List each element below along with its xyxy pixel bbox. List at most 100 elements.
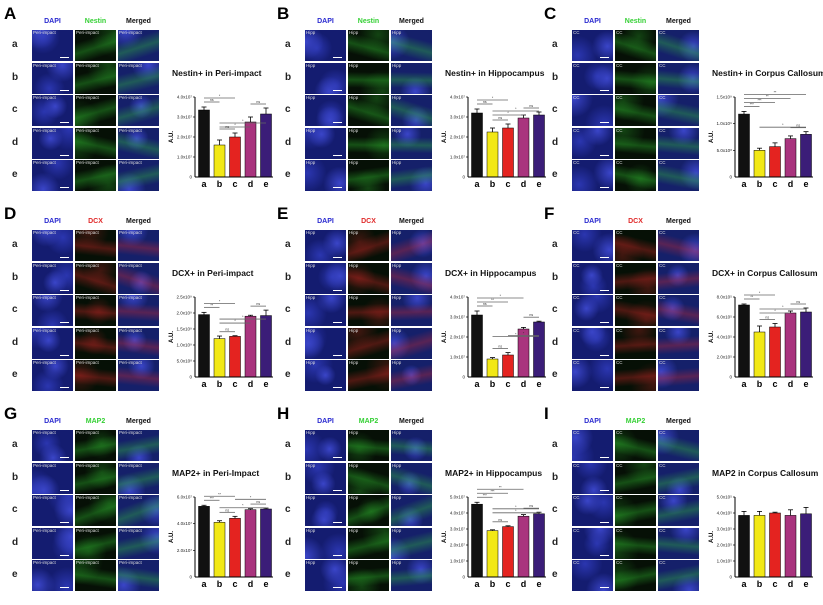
y-axis-label: A.U. — [169, 331, 175, 343]
region-tag: CC — [616, 360, 623, 365]
scale-bar — [60, 354, 69, 356]
scale-bar — [600, 457, 609, 458]
region-tag: Hipp — [306, 30, 316, 35]
micrograph-dcx: Hipp — [348, 230, 389, 261]
scale-bar — [60, 154, 69, 156]
column-header-dapi: DAPI — [44, 218, 61, 225]
micrograph-merged: CC — [658, 527, 699, 559]
row-label: a — [12, 239, 18, 250]
y-axis-label: A.U. — [709, 331, 715, 343]
micrograph-dcx: Hipp — [348, 360, 389, 391]
chart-title: Nestin+ in Peri-impact — [172, 68, 262, 78]
micrograph-dapi: Peri-impact — [32, 62, 73, 94]
row-label: e — [285, 169, 291, 180]
row-label: d — [552, 136, 559, 148]
micrograph-nestin: Peri-impact — [75, 160, 116, 191]
region-tag: Peri-impact — [119, 495, 142, 500]
region-tag: Peri-impact — [76, 262, 99, 268]
region-tag: Peri-impact — [33, 462, 56, 468]
row-label: c — [285, 104, 291, 115]
micrograph-dapi: CC — [572, 62, 613, 94]
chart-title: DCX+ in Hippocampus — [445, 268, 537, 278]
region-tag: CC — [616, 430, 623, 435]
micrograph-dapi: Hipp — [305, 262, 346, 294]
region-tag: Peri-impact — [76, 230, 99, 235]
bar-b — [753, 331, 766, 378]
micrograph-merged: CC — [658, 295, 699, 326]
micrograph-map2: Peri-impact — [75, 462, 116, 494]
region-tag: Peri-impact — [33, 560, 56, 565]
x-tick-label: a — [741, 179, 747, 189]
region-tag: Hipp — [306, 462, 316, 468]
region-tag: Peri-impact — [76, 560, 99, 565]
micrograph-dcx: Hipp — [348, 295, 389, 326]
panel-a: A DAPI Nestin Merged a Peri-impact Peri-impact… — [0, 0, 273, 200]
region-tag: CC — [573, 360, 580, 365]
micrograph-dcx: CC — [615, 230, 656, 261]
micrograph-merged: Hipp — [391, 495, 432, 526]
y-tick-label: 3.0x10⁷ — [450, 315, 466, 320]
significance-label: ns — [796, 124, 800, 128]
row-label: e — [285, 569, 291, 580]
x-tick-label: c — [772, 179, 777, 189]
bar-e — [260, 315, 272, 378]
column-header-dapi: DAPI — [317, 218, 334, 225]
region-tag: Peri-impact — [76, 30, 99, 35]
micrograph-dapi: CC — [572, 360, 613, 391]
panel-h: H DAPI MAP2 Merged a Hipp Hipp Hipp b Hipp Hipp Hip… — [273, 400, 546, 600]
region-tag: Hipp — [392, 95, 402, 100]
significance-label: * — [515, 107, 517, 111]
micrograph-merged: Peri-impact — [118, 62, 159, 94]
micrograph-dcx: CC — [615, 262, 656, 294]
y-tick-label: 4.0x10⁷ — [450, 511, 466, 516]
region-tag: Peri-impact — [76, 430, 99, 435]
region-tag: Hipp — [349, 327, 359, 333]
x-tick-label: d — [521, 179, 527, 189]
region-tag: CC — [573, 527, 580, 533]
micrograph-merged: CC — [658, 95, 699, 126]
x-tick-label: c — [772, 579, 777, 589]
micrograph-dapi: CC — [572, 560, 613, 591]
region-tag: CC — [659, 327, 666, 333]
row-label: b — [285, 471, 292, 483]
y-tick-label: 4.0x10⁷ — [177, 521, 193, 526]
significance-label: * — [782, 123, 784, 127]
significance-label: ns — [483, 100, 487, 104]
x-tick-label: b — [757, 579, 763, 589]
micrograph-dapi: CC — [572, 30, 613, 61]
region-tag: CC — [616, 160, 623, 165]
panel-i: I DAPI MAP2 Merged a CC CC CC b CC CC CC c CC CC CC d CC C… — [540, 400, 818, 600]
y-tick-label: 1.0x10⁹ — [177, 343, 193, 348]
scale-bar — [60, 587, 69, 588]
x-tick-label: b — [490, 179, 496, 189]
region-tag: CC — [659, 462, 666, 468]
scale-bar — [60, 322, 69, 323]
scale-bar — [600, 587, 609, 588]
column-header-dapi: DAPI — [317, 418, 334, 425]
region-tag: Hipp — [349, 230, 359, 235]
micrograph-dapi: Hipp — [305, 30, 346, 61]
micrograph-merged: CC — [658, 327, 699, 359]
micrograph-merged: Hipp — [391, 95, 432, 126]
y-axis-label: A.U. — [169, 531, 175, 543]
region-tag: CC — [659, 495, 666, 500]
bar-chart: 1.0x10⁷ 2.0x10⁷ 3.0x10⁷ 4.0x10⁷ 0 A.U. a b c d e ns… — [442, 294, 546, 389]
x-tick-label: d — [248, 179, 254, 189]
y-axis-label: A.U. — [169, 131, 175, 143]
micrograph-map2: CC — [615, 527, 656, 559]
micrograph-merged: Hipp — [391, 160, 432, 191]
region-tag: CC — [659, 560, 666, 565]
scale-bar — [333, 89, 342, 91]
region-tag: CC — [659, 160, 666, 165]
column-header-merged: Merged — [126, 18, 151, 25]
micrograph-dapi: Hipp — [305, 230, 346, 261]
x-tick-label: b — [217, 579, 223, 589]
bar-c — [769, 326, 781, 378]
scale-bar — [600, 257, 609, 258]
column-header-dcx: DCX — [628, 218, 643, 225]
panel-b: B DAPI Nestin Merged a Hipp Hipp Hipp b Hipp Hipp H… — [273, 0, 546, 200]
region-tag: CC — [573, 327, 580, 333]
y-tick-label: 3.0x10⁷ — [177, 115, 193, 120]
